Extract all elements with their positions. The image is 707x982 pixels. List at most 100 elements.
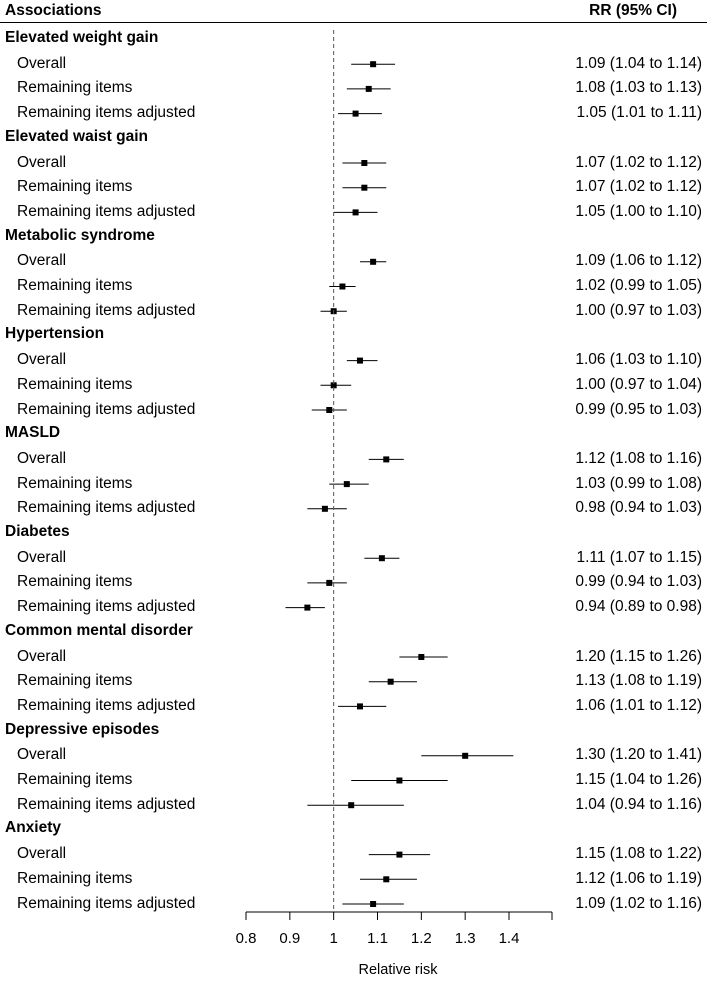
point-estimate: [321, 505, 328, 512]
group-label: Hypertension: [5, 325, 105, 343]
estimate-label: Overall: [17, 746, 67, 764]
estimate-label: Remaining items: [17, 277, 133, 294]
estimate-label: Remaining items: [17, 474, 133, 492]
rr-ci-text: 1.12 (1.06 to 1.19): [575, 869, 702, 887]
point-estimate: [330, 382, 337, 389]
rr-ci-text: 1.12 (1.08 to 1.16): [575, 449, 702, 467]
estimate-label: Remaining items adjusted: [17, 894, 196, 912]
estimate-row: Remaining items 1.13 (1.08 to 1.19): [0, 670, 707, 694]
point-estimate: [396, 851, 403, 858]
point-estimate: [339, 283, 346, 290]
rr-ci-text: 0.99 (0.95 to 1.03): [575, 400, 702, 418]
group-label: Elevated waist gain: [5, 127, 148, 145]
estimate-label: Remaining items: [17, 178, 133, 196]
estimate-label: Remaining items adjusted: [17, 499, 196, 517]
point-estimate: [356, 357, 363, 364]
estimate-label: Overall: [17, 351, 67, 369]
estimate-row: Overall 1.11 (1.07 to 1.15): [0, 547, 707, 571]
rr-ci-text: 1.07 (1.02 to 1.12): [575, 178, 702, 196]
point-estimate: [304, 604, 311, 611]
rr-ci-text: 1.03 (0.99 to 1.08): [575, 474, 702, 492]
x-tick-label: 1.2: [411, 930, 432, 947]
estimate-label: Remaining items adjusted: [17, 400, 196, 418]
point-estimate: [387, 678, 394, 685]
rr-ci-text: 1.02 (0.99 to 1.05): [575, 277, 702, 294]
group-row: Elevated weight gain: [0, 28, 707, 52]
rr-ci-text: 1.05 (1.00 to 1.10): [575, 202, 702, 220]
rr-ci-text: 0.98 (0.94 to 1.03): [575, 499, 702, 517]
estimate-label: Overall: [17, 153, 67, 171]
point-estimate: [383, 456, 390, 463]
x-tick-label: 1.3: [455, 930, 476, 947]
estimate-label: Overall: [17, 252, 67, 270]
point-estimate: [352, 209, 359, 216]
group-row: Diabetes: [0, 522, 707, 546]
rr-ci-text: 1.06 (1.03 to 1.10): [575, 351, 702, 369]
rr-ci-text: 1.00 (0.97 to 1.04): [575, 375, 702, 393]
estimate-row: Remaining items 1.03 (0.99 to 1.08): [0, 473, 707, 497]
rr-ci-text: 1.13 (1.08 to 1.19): [575, 672, 702, 690]
estimate-row: Remaining items 1.15 (1.04 to 1.26): [0, 769, 707, 793]
group-label: Diabetes: [5, 523, 70, 540]
group-row: Depressive episodes: [0, 720, 707, 744]
estimate-row: Remaining items adjusted 1.09 (1.02 to 1.…: [0, 893, 707, 917]
estimate-label: Remaining items adjusted: [17, 301, 196, 319]
point-estimate: [326, 407, 333, 413]
estimate-label: Overall: [17, 647, 67, 665]
point-estimate: [356, 703, 363, 710]
estimate-label: Remaining items: [17, 672, 133, 690]
point-estimate: [361, 184, 368, 191]
group-row: Common mental disorder: [0, 621, 707, 645]
rr-ci-text: 1.04 (0.94 to 1.16): [575, 795, 702, 813]
estimate-row: Remaining items adjusted 1.04 (0.94 to 1.…: [0, 794, 707, 818]
estimate-label: Remaining items adjusted: [17, 696, 196, 714]
rr-ci-text: 1.07 (1.02 to 1.12): [575, 153, 702, 171]
header-rr-ci: RR (95% CI): [589, 2, 677, 19]
estimate-row: Overall 1.07 (1.02 to 1.12): [0, 152, 707, 176]
point-estimate: [348, 802, 355, 809]
estimate-row: Remaining items adjusted 1.05 (1.01 to 1.…: [0, 102, 707, 126]
estimate-label: Remaining items: [17, 573, 133, 591]
estimate-row: Overall 1.09 (1.06 to 1.12): [0, 250, 707, 274]
rr-ci-text: 1.06 (1.01 to 1.12): [575, 696, 702, 714]
group-row: Hypertension: [0, 324, 707, 348]
estimate-row: Remaining items adjusted 1.06 (1.01 to 1.…: [0, 695, 707, 719]
header-associations: Associations: [5, 2, 102, 19]
group-label: Common mental disorder: [5, 621, 193, 639]
point-estimate: [361, 160, 368, 166]
estimate-label: Remaining items: [17, 771, 133, 788]
rr-ci-text: 1.09 (1.04 to 1.14): [575, 54, 702, 72]
group-row: Metabolic syndrome: [0, 226, 707, 250]
estimate-row: Remaining items adjusted 0.98 (0.94 to 1.…: [0, 497, 707, 521]
rr-ci-text: 1.09 (1.02 to 1.16): [575, 894, 702, 912]
rr-ci-text: 1.20 (1.15 to 1.26): [575, 647, 702, 665]
estimate-row: Remaining items 1.12 (1.06 to 1.19): [0, 868, 707, 892]
estimate-label: Remaining items: [17, 869, 133, 887]
point-estimate: [462, 752, 469, 759]
estimate-row: Remaining items 0.99 (0.94 to 1.03): [0, 571, 707, 595]
point-estimate: [383, 876, 390, 883]
x-tick-label: 1: [329, 930, 337, 947]
estimate-row: Overall 1.09 (1.04 to 1.14): [0, 53, 707, 77]
rr-ci-text: 0.99 (0.94 to 1.03): [575, 573, 702, 591]
estimate-row: Overall 1.06 (1.03 to 1.10): [0, 349, 707, 373]
x-axis-title: Relative risk: [359, 962, 439, 978]
estimate-row: Remaining items adjusted 1.00 (0.97 to 1.…: [0, 300, 707, 324]
estimate-row: Remaining items 1.00 (0.97 to 1.04): [0, 374, 707, 398]
rr-ci-text: 1.15 (1.08 to 1.22): [575, 845, 702, 863]
point-estimate: [370, 61, 377, 68]
point-estimate: [352, 110, 359, 117]
point-estimate: [370, 258, 377, 265]
estimate-row: Remaining items 1.08 (1.03 to 1.13): [0, 77, 707, 101]
estimate-label: Remaining items: [17, 375, 133, 393]
estimate-row: Remaining items adjusted 0.99 (0.95 to 1.…: [0, 399, 707, 423]
rr-ci-text: 1.08 (1.03 to 1.13): [575, 79, 702, 97]
rr-ci-text: 1.09 (1.06 to 1.12): [575, 252, 702, 270]
rr-ci-text: 1.15 (1.04 to 1.26): [575, 771, 702, 788]
estimate-label: Overall: [17, 845, 67, 863]
point-estimate: [370, 901, 377, 907]
estimate-label: Overall: [17, 548, 67, 566]
x-tick-label: 1.4: [499, 930, 520, 947]
point-estimate: [396, 777, 403, 784]
